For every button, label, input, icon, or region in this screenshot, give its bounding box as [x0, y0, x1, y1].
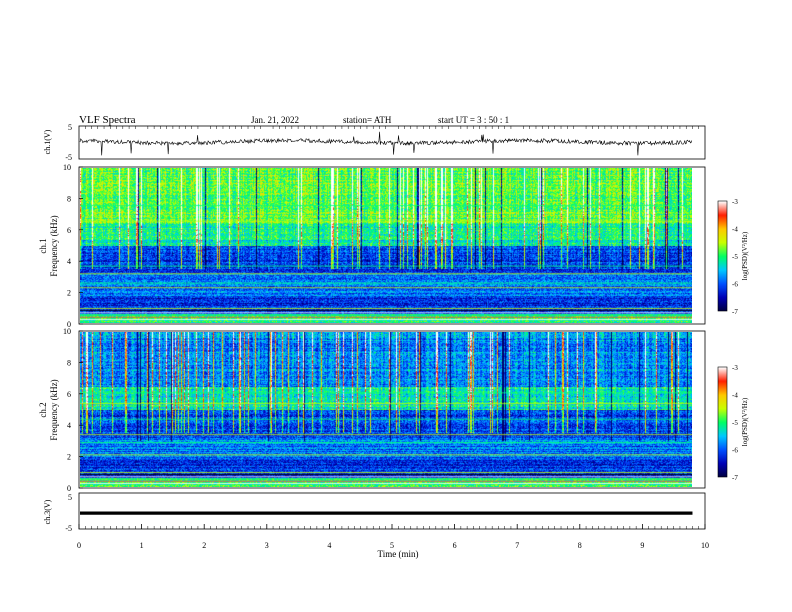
x-tick-label: 4: [327, 541, 331, 550]
colorbar-tick-label: -7: [732, 308, 738, 316]
ch1-voltage-frame: [78, 125, 706, 160]
y-tick-label: 4: [67, 257, 71, 266]
ch3-voltage-ylabel: ch.3(V): [43, 499, 52, 524]
x-tick-label: 3: [265, 541, 269, 550]
colorbar-tick-label: -6: [732, 281, 738, 289]
ch2-colorbar-label: log(PSD)(V²/Hz): [741, 397, 749, 446]
x-tick-label: 2: [202, 541, 206, 550]
x-tick-label: 9: [640, 541, 644, 550]
time-axis: 0 1 2 3 4 5 6 7 8 9 10: [77, 126, 709, 550]
time-axis-label: Time (min): [378, 549, 419, 559]
y-tick-label: 10: [63, 327, 71, 336]
colorbar-tick-label: -6: [732, 447, 738, 455]
x-tick-label: 0: [77, 541, 81, 550]
ch1-voltage-ylabel: ch.1(V): [43, 129, 52, 154]
y-tick-label: 0: [67, 320, 71, 329]
ch1-colorbar-frame: [717, 200, 728, 312]
y-tick-label: 8: [67, 358, 71, 367]
ch1-ytick-bottom: -5: [65, 153, 72, 162]
ch1-colorbar: [718, 201, 727, 311]
y-tick-label: 6: [67, 390, 71, 399]
start-time-label: start UT = 3 : 50 : 1: [438, 115, 509, 125]
colorbar-tick-label: -3: [732, 198, 738, 206]
ch2-colorbar: [718, 367, 727, 477]
ch1-channel-label: ch.1: [38, 238, 48, 253]
colorbar-tick-label: -4: [732, 392, 738, 400]
x-tick-label: 8: [578, 541, 582, 550]
colorbar-tick-label: -4: [732, 226, 738, 234]
ch2-channel-label: ch.2: [38, 402, 48, 417]
colorbar-tick-label: -5: [732, 253, 738, 261]
y-tick-label: 2: [67, 289, 71, 298]
ch2-spectrogram-image: [80, 332, 692, 487]
y-tick-label: 6: [67, 226, 71, 235]
y-tick-label: 10: [63, 163, 71, 172]
ch2-colorbar-frame: [717, 366, 728, 478]
ch3-ytick-bottom: -5: [65, 524, 72, 533]
ch3-voltage-panel: 5 -5 ch.3(V): [43, 492, 706, 533]
colorbar-tick-label: -3: [732, 364, 738, 372]
ch1-spectrogram-image: [80, 168, 692, 323]
y-tick-label: 2: [67, 453, 71, 462]
ch1-ytick-top: 5: [68, 123, 72, 132]
y-tick-label: 4: [67, 421, 71, 430]
date-label: Jan. 21, 2022: [251, 115, 299, 125]
colorbar-tick-label: -5: [732, 419, 738, 427]
y-tick-label: 0: [67, 484, 71, 493]
ch3-ytick-top: 5: [68, 493, 72, 502]
x-tick-label: 7: [515, 541, 519, 550]
ch1-voltage-panel: 5 -5 ch.1(V): [43, 123, 706, 162]
ch2-frequency-ylabel: Frequency (kHz): [49, 379, 59, 440]
y-tick-label: 8: [67, 194, 71, 203]
ch1-colorbar-label: log(PSD)(V²/Hz): [741, 231, 749, 280]
chart-title: VLF Spectra: [79, 114, 136, 126]
ch1-voltage-trace: [79, 131, 693, 156]
station-label: station= ATH: [343, 115, 392, 125]
colorbar-tick-label: -7: [732, 474, 738, 482]
ch3-voltage-frame: [78, 492, 706, 530]
x-tick-label: 1: [140, 541, 144, 550]
x-tick-label: 10: [701, 541, 709, 550]
x-tick-label: 6: [453, 541, 457, 550]
ch1-frequency-ylabel: Frequency (kHz): [49, 215, 59, 276]
x-tick-label: 5: [390, 541, 394, 550]
